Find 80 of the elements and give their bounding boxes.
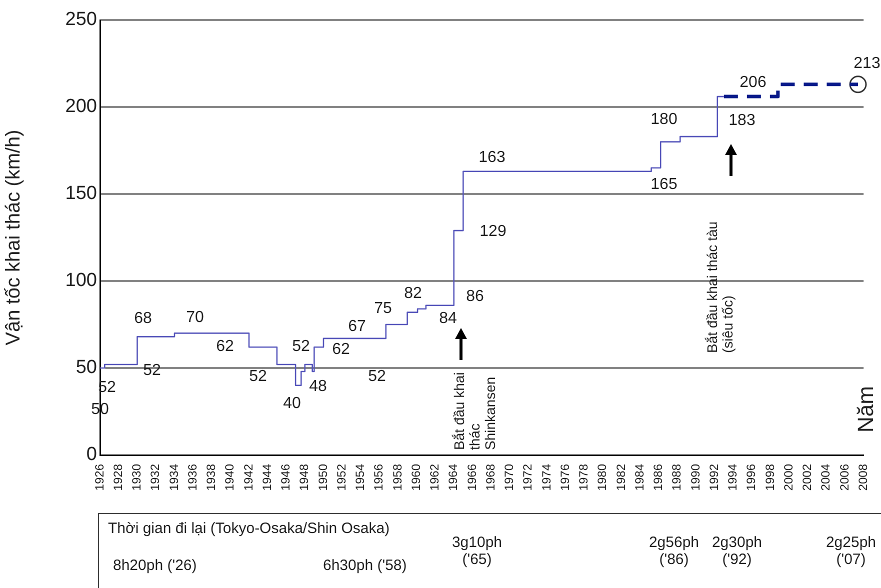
x-tick-label: 1990	[688, 464, 702, 491]
annotation: 67	[348, 318, 366, 335]
annotation: Năm	[853, 386, 878, 432]
x-tick-label: 1968	[483, 464, 498, 491]
text: 2g30ph ('92)	[710, 534, 764, 568]
y-tick-label: 150	[65, 183, 97, 204]
annotation: 62	[332, 341, 350, 358]
x-tick-label: 1942	[241, 464, 256, 491]
annotation: 84	[439, 310, 457, 327]
annotation: Bắt đầu khai thác tàu (siêu tốc)	[704, 220, 736, 353]
x-tick-label: 1938	[204, 464, 218, 491]
x-tick-label: 1948	[297, 464, 312, 491]
text: 2g56ph ('86)	[648, 534, 700, 568]
x-tick-label: 1944	[260, 464, 274, 491]
x-tick-label: 1952	[334, 464, 348, 491]
x-tick-label: 1954	[353, 464, 368, 491]
x-tick-label: 1930	[130, 464, 144, 491]
x-tick-label: 1932	[148, 464, 162, 491]
x-tick-label: 1940	[222, 464, 237, 491]
text: 2g25ph ('07)	[824, 534, 878, 568]
x-tick-label: 1960	[408, 464, 423, 491]
x-tick-label: 1986	[651, 464, 666, 491]
x-tick-label: 1962	[428, 464, 442, 491]
x-tick-label: 1992	[706, 464, 721, 491]
x-tick-label: 1966	[464, 464, 479, 491]
annotation: 68	[134, 310, 152, 327]
text: 6h30ph ('58)	[323, 557, 407, 574]
x-tick-label: 1934	[166, 464, 181, 491]
annotation: 52	[249, 368, 267, 385]
x-tick-label: 1976	[558, 464, 572, 491]
x-tick-label: 2006	[837, 464, 852, 491]
x-tick-label: 1964	[446, 464, 460, 491]
annotation: 180	[650, 111, 678, 128]
annotation: 86	[466, 288, 484, 305]
annotation: 213	[854, 55, 880, 72]
x-tick-label: 2002	[800, 464, 814, 491]
x-tick-label: 1978	[576, 464, 591, 491]
x-tick-label: 1982	[614, 464, 628, 491]
x-tick-label: 1936	[185, 464, 200, 491]
y-tick-label: 0	[86, 444, 97, 466]
x-tick-label: 2008	[856, 464, 870, 491]
y-tick-label: 200	[65, 96, 97, 118]
annotation: 52	[292, 338, 310, 355]
y-tick-label: 250	[65, 9, 97, 30]
annotation: 40	[283, 395, 301, 412]
x-tick-label: 1980	[595, 464, 610, 491]
x-tick-label: 1988	[670, 464, 684, 491]
text: 3g10ph ('65)	[450, 534, 504, 568]
y-tick-label: 50	[76, 357, 97, 378]
annotation: 62	[216, 338, 234, 355]
annotation: 165	[650, 176, 678, 193]
annotation: 183	[728, 112, 756, 129]
annotation: 70	[186, 309, 204, 326]
x-tick-label: 1958	[390, 464, 404, 491]
x-tick-label: 1928	[110, 464, 125, 491]
x-tick-label: 1950	[316, 464, 330, 491]
annotation: Bắt đầu khai thác Shinkansen	[451, 372, 498, 450]
annotation: 48	[309, 378, 327, 395]
annotation: 52	[368, 368, 386, 385]
y-axis-title: Vận tốc khai thác (km/h)	[2, 130, 25, 346]
annotation: 163	[478, 149, 506, 166]
y-tick-label: 100	[65, 270, 97, 292]
text: 8h20ph ('26)	[113, 557, 197, 574]
x-tick-label: 1974	[539, 464, 554, 491]
annotation: 129	[480, 223, 506, 240]
text: Thời gian đi lại (Tokyo-Osaka/Shin Osaka)	[108, 520, 390, 538]
x-tick-label: 1998	[762, 464, 777, 491]
x-tick-label: 1926	[92, 464, 106, 491]
x-tick-label: 1946	[278, 464, 293, 491]
x-tick-label: 1956	[372, 464, 386, 491]
x-tick-label: 2000	[781, 464, 796, 491]
annotation: 75	[374, 300, 392, 317]
x-tick-label: 1984	[632, 464, 646, 491]
annotation: 82	[404, 285, 422, 302]
x-tick-label: 1994	[726, 464, 740, 491]
x-tick-label: 2004	[818, 464, 833, 491]
x-tick-label: 1972	[520, 464, 535, 491]
x-tick-label: 1996	[744, 464, 758, 491]
annotation: 206	[740, 74, 766, 91]
x-tick-label: 1970	[502, 464, 516, 491]
